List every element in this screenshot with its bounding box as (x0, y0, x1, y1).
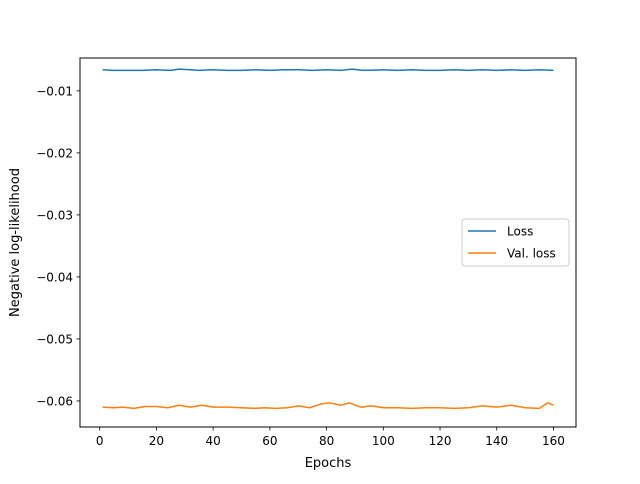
y-tick-label: −0.03 (36, 208, 73, 222)
y-tick-label: −0.01 (36, 84, 73, 98)
y-tick-layer: −0.06 −0.05 −0.04 −0.03 −0.02 −0.01 (36, 84, 80, 408)
plot-frame (79, 57, 577, 428)
x-tick-label: 160 (542, 434, 565, 448)
y-tick-label: −0.05 (36, 332, 73, 346)
legend-label-1: Val. loss (507, 247, 556, 261)
x-axis-label: Epochs (305, 456, 352, 471)
x-tick-label: 140 (485, 434, 508, 448)
y-tick-label: −0.06 (36, 394, 73, 408)
x-tick-label: 120 (429, 434, 452, 448)
series-line-0 (102, 68, 554, 72)
legend-label-0: Loss (507, 225, 533, 239)
x-tick-label: 20 (149, 434, 164, 448)
legend: Loss Val. loss (461, 218, 570, 267)
x-tick-label: 80 (319, 434, 334, 448)
y-tick-label: −0.02 (36, 146, 73, 160)
x-tick-layer: 0 20 40 60 80 100 120 140 160 (96, 427, 565, 448)
x-tick-label: 40 (206, 434, 221, 448)
x-tick-label: 0 (96, 434, 104, 448)
x-tick-label: 100 (372, 434, 395, 448)
series-layer (102, 68, 554, 410)
y-tick-label: −0.04 (36, 270, 73, 284)
series-line-1 (102, 402, 554, 410)
y-axis-label: Negative log-likelihood (8, 168, 23, 317)
x-tick-label: 60 (262, 434, 277, 448)
